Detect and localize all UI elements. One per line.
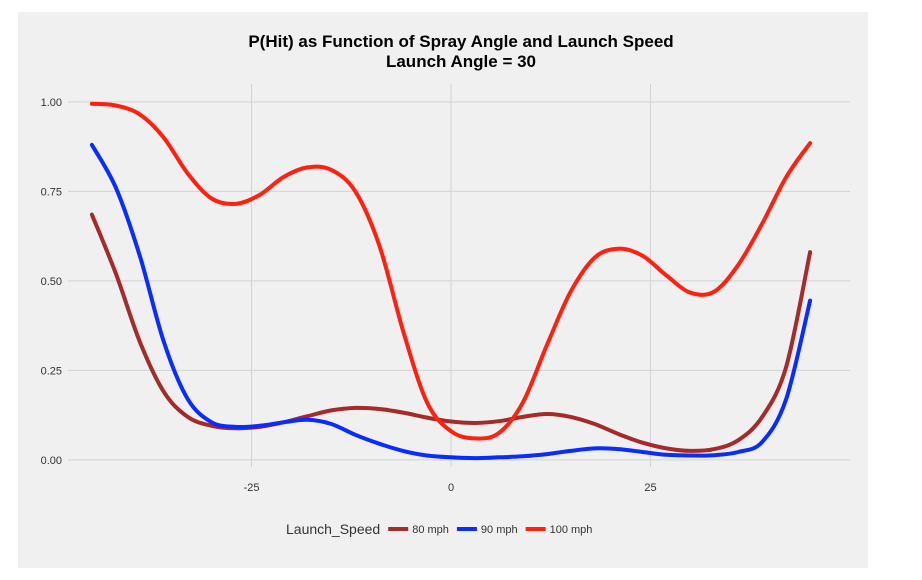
- y-tick-label: 0.25: [41, 365, 62, 377]
- legend-label-80-mph: 80 mph: [412, 524, 449, 536]
- y-tick-label: 0.75: [41, 186, 62, 198]
- x-tick-label: 0: [448, 482, 454, 494]
- series-line-100-mph: [89, 101, 813, 441]
- y-tick-label: 0.50: [41, 276, 62, 288]
- chart-subtitle: Launch Angle = 30: [386, 52, 536, 71]
- legend-label-90-mph: 90 mph: [481, 524, 518, 536]
- chart-panel: P(Hit) as Function of Spray Angle and La…: [18, 12, 868, 568]
- x-axis-ticks: -25 0 25: [244, 482, 657, 494]
- series-line-90-mph: [89, 142, 813, 461]
- legend-title: Launch_Speed: [286, 521, 380, 537]
- series-line-80-mph: [89, 212, 813, 453]
- legend: Launch_Speed 80 mph 90 mph 100 mph: [286, 521, 592, 537]
- chart: P(Hit) as Function of Spray Angle and La…: [41, 32, 850, 537]
- legend-label-100-mph: 100 mph: [550, 524, 593, 536]
- y-axis-ticks: 0.00 0.25 0.50 0.75 1.00: [41, 97, 62, 467]
- grid: [68, 84, 850, 467]
- y-tick-label: 0.00: [41, 455, 62, 467]
- y-tick-label: 1.00: [41, 97, 62, 109]
- x-tick-label: -25: [244, 482, 260, 494]
- series-lines: [89, 101, 813, 461]
- x-tick-label: 25: [644, 482, 656, 494]
- chart-title: P(Hit) as Function of Spray Angle and La…: [248, 32, 673, 51]
